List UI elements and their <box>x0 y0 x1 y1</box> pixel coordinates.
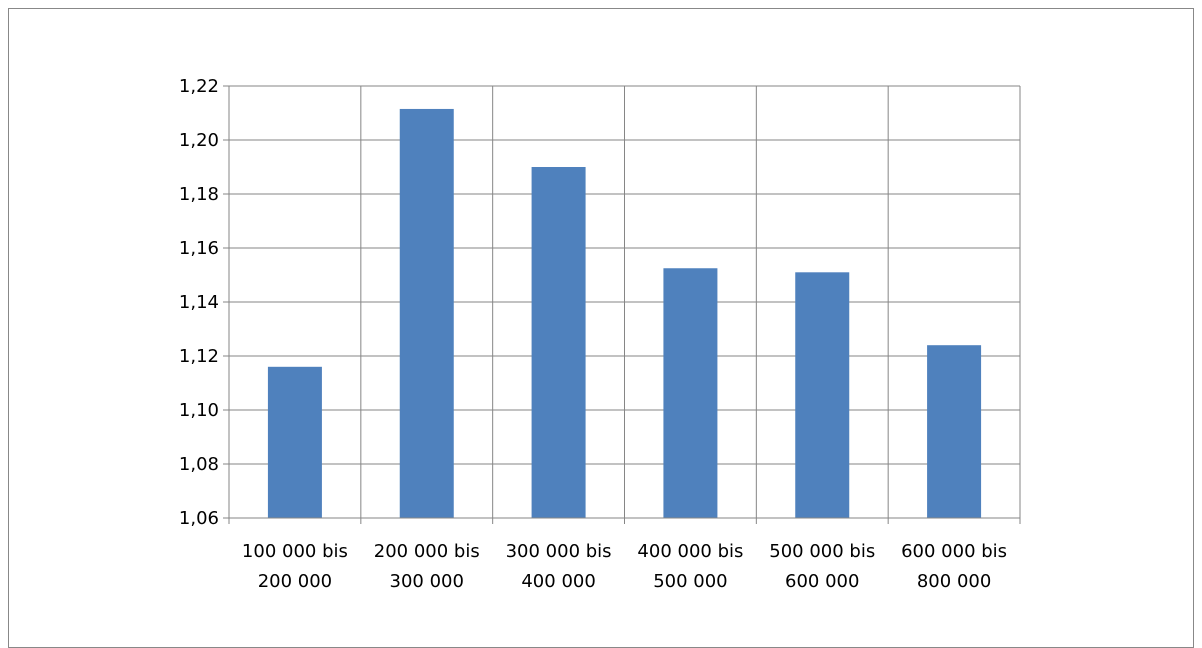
x-tick-label: 600 000 <box>785 571 859 592</box>
y-tick-label: 1,20 <box>179 130 219 151</box>
y-axis-tick-labels: 1,06 1,08 1,10 1,12 1,14 1,16 1,18 1,20 1,22 <box>179 76 219 529</box>
chart-frame <box>8 8 1194 648</box>
bars <box>267 108 982 518</box>
x-axis-tick-labels: 100 000 bis 200 000 200 000 bis 300 000 300 … <box>242 541 1007 592</box>
y-tick-label: 1,22 <box>179 76 219 97</box>
x-tick-label: 800 000 <box>917 571 991 592</box>
x-tick-label: 300 000 <box>390 571 464 592</box>
x-tick-label: 300 000 bis <box>506 541 612 562</box>
y-tick-label: 1,18 <box>179 184 219 205</box>
bar <box>267 366 322 518</box>
bar <box>927 345 982 518</box>
y-tick-label: 1,06 <box>179 508 219 529</box>
y-tick-label: 1,10 <box>179 400 219 421</box>
x-tick-label: 500 000 bis <box>769 541 875 562</box>
x-tick-label: 200 000 <box>258 571 332 592</box>
x-tick-label: 400 000 <box>521 571 595 592</box>
bar <box>663 268 718 518</box>
y-tick-label: 1,14 <box>179 292 219 313</box>
y-tick-label: 1,12 <box>179 346 219 367</box>
bar-chart: 1,06 1,08 1,10 1,12 1,14 1,16 1,18 1,20 1,22 100… <box>179 76 1021 592</box>
x-tick-label: 200 000 bis <box>374 541 480 562</box>
bar <box>795 272 850 518</box>
x-tick-label: 500 000 <box>653 571 727 592</box>
bar <box>399 108 454 518</box>
y-tick-label: 1,16 <box>179 238 219 259</box>
x-tick-label: 600 000 bis <box>901 541 1007 562</box>
x-tick-label: 100 000 bis <box>242 541 348 562</box>
y-tick-label: 1,08 <box>179 454 219 475</box>
axes <box>223 85 1021 524</box>
x-tick-label: 400 000 bis <box>637 541 743 562</box>
gridlines <box>229 85 1021 518</box>
bar <box>531 167 586 518</box>
